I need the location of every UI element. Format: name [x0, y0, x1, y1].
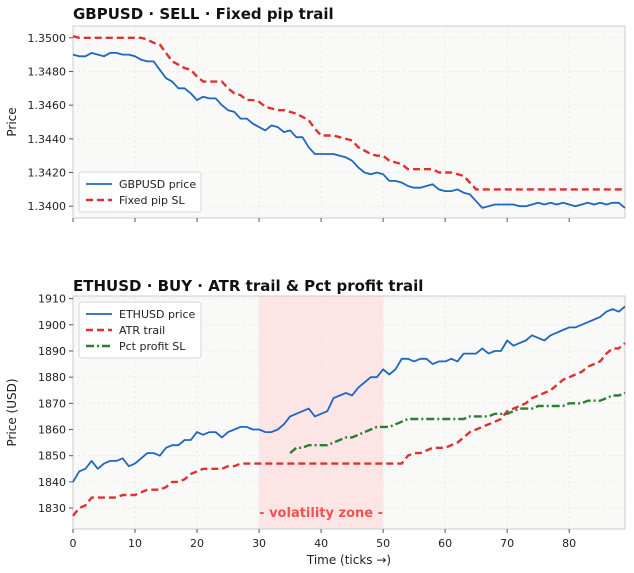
y-tick-label: 1880 — [38, 371, 66, 384]
legend-entry-2: ATR trail — [119, 324, 165, 337]
chart-panel-2: 1830 1840 1850 1860 1870 1880 1890 1900 1910 0 10 2… — [5, 277, 626, 567]
series-line-2 — [72, 342, 626, 517]
y-tick-label: 1830 — [38, 502, 66, 515]
series-line-3 — [289, 391, 626, 455]
y-tick-label: 1.3480 — [28, 65, 67, 78]
legend-entry-1: ETHUSD price — [119, 308, 196, 321]
x-axis-label: Time (ticks →) — [306, 553, 391, 567]
x-tick-label: 30 — [252, 537, 266, 550]
x-tick-label: 70 — [500, 537, 514, 550]
legend: GBPUSD price Fixed pip SL — [78, 171, 202, 213]
legend-box — [78, 301, 202, 359]
x-tick-label: 0 — [70, 537, 77, 550]
y-axis-label: Price (USD) — [5, 378, 19, 446]
y-tick-label: 1850 — [38, 450, 66, 463]
plot-frame — [72, 295, 626, 530]
chart-title: GBPUSD · SELL · Fixed pip trail — [73, 5, 334, 23]
y-tick-label: 1870 — [38, 397, 66, 410]
x-tick-label: 50 — [376, 537, 390, 550]
x-tick-label: 60 — [438, 537, 452, 550]
legend-box — [78, 171, 202, 213]
x-tick-label: 10 — [128, 537, 142, 550]
series-line-2 — [72, 34, 625, 191]
y-tick-label: 1.3440 — [28, 133, 67, 146]
y-tick-label: 1900 — [38, 319, 66, 332]
series-line-1 — [72, 305, 626, 483]
legend: ETHUSD price ATR trail Pct profit SL — [78, 301, 202, 359]
y-tick-label: 1840 — [38, 476, 66, 489]
volatility-zone-label: - volatility zone - — [259, 506, 383, 521]
legend-entry-3: Pct profit SL — [119, 340, 186, 353]
y-tick-label: 1860 — [38, 424, 66, 437]
y-axis-label: Price — [5, 107, 19, 136]
chart-panel-1: 1.3400 1.3420 1.3440 1.3460 1.3480 1.3500 GBPU… — [5, 5, 626, 222]
y-tick-label: 1890 — [38, 345, 66, 358]
y-tick-label: 1.3460 — [28, 99, 67, 112]
x-tick-label: 80 — [562, 537, 576, 550]
y-tick-label: 1.3500 — [28, 32, 67, 45]
x-tick-label: 20 — [190, 537, 204, 550]
x-tick-label: 40 — [314, 537, 328, 550]
y-tick-label: 1910 — [38, 293, 66, 306]
y-tick-label: 1.3400 — [28, 200, 67, 213]
legend-entry-1: GBPUSD price — [119, 178, 196, 191]
y-tick-label: 1.3420 — [28, 167, 67, 180]
series-line-1 — [72, 52, 626, 209]
chart-title: ETHUSD · BUY · ATR trail & Pct profit tr… — [73, 277, 423, 295]
plot-frame — [72, 25, 626, 219]
legend-entry-2: Fixed pip SL — [119, 194, 186, 207]
